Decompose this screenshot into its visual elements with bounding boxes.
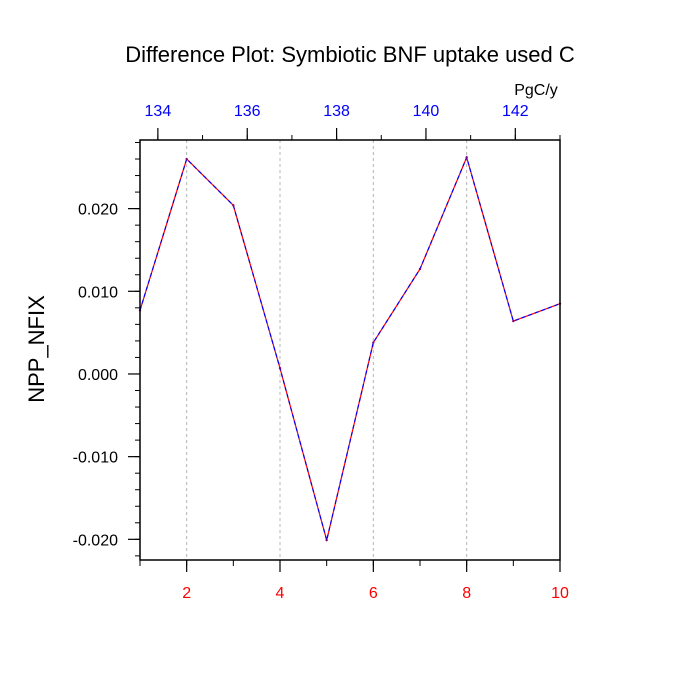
y-tick-label--0.020: -0.020 xyxy=(73,532,118,549)
top-tick-label-140: 140 xyxy=(413,103,440,120)
x-tick-label-8: 8 xyxy=(462,585,471,602)
y-tick-label-0.000: 0.000 xyxy=(78,367,118,384)
chart-title: Difference Plot: Symbiotic BNF uptake us… xyxy=(125,42,575,67)
data-point-4 xyxy=(278,366,282,370)
series-lines xyxy=(138,155,562,542)
data-point-5 xyxy=(325,538,328,542)
x-tick-label-6: 6 xyxy=(369,585,378,602)
y-tick-label-0.010: 0.010 xyxy=(78,284,118,301)
top-axis-units: PgC/y xyxy=(514,82,558,99)
y-axis-label: NPP_NFIX xyxy=(24,295,49,403)
axis-ticks: 2 4 6 8 10 134 136 138 140 142 0.020 0.010 0.000 -0.0… xyxy=(73,103,569,602)
top-tick-label-134: 134 xyxy=(145,103,172,120)
series-line-blue xyxy=(139,155,561,541)
x-tick-label-10: 10 xyxy=(551,585,569,602)
data-point-9 xyxy=(512,319,515,323)
data-point-8 xyxy=(465,156,468,159)
y-tick-label--0.010: -0.010 xyxy=(73,450,118,467)
series-line-red xyxy=(139,155,561,541)
grid-lines xyxy=(186,140,468,560)
plot-frame xyxy=(139,139,561,561)
x-tick-label-2: 2 xyxy=(182,585,191,602)
x-tick-label-4: 4 xyxy=(276,585,285,602)
top-tick-label-136: 136 xyxy=(234,103,261,120)
data-point-7 xyxy=(418,267,422,271)
top-tick-label-142: 142 xyxy=(502,103,529,120)
data-point-6 xyxy=(372,341,375,344)
top-tick-label-138: 138 xyxy=(323,103,350,120)
data-point-3 xyxy=(232,204,235,207)
y-tick-label-0.020: 0.020 xyxy=(78,202,118,219)
data-point-2 xyxy=(185,157,188,161)
